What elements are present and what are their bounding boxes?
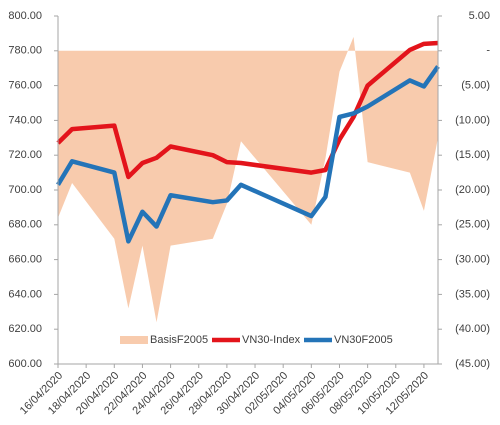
- y2-tick-label: (25.00): [455, 219, 490, 231]
- y-tick-label: 720.00: [8, 149, 42, 161]
- y2-tick-label: (15.00): [455, 149, 490, 161]
- y-tick-label: 740.00: [8, 114, 42, 126]
- y-tick-label: 760.00: [8, 80, 42, 92]
- area: [58, 36, 438, 323]
- legend-swatch: [120, 336, 148, 344]
- y2-tick-label: (30.00): [455, 254, 490, 266]
- y-tick-label: 660.00: [8, 254, 42, 266]
- y-tick-label: 800.00: [8, 10, 42, 22]
- line: [56, 65, 440, 244]
- line: [56, 40, 439, 180]
- legend-label: VN30-Index: [242, 334, 301, 346]
- y-tick-label: 700.00: [8, 184, 42, 196]
- legend-label: VN30F2005: [334, 334, 393, 346]
- y2-tick-label: 5.00: [469, 10, 490, 22]
- legend-label: BasisF2005: [150, 334, 208, 346]
- y2-tick-label: (45.00): [455, 358, 490, 370]
- y-tick-label: 620.00: [8, 323, 42, 335]
- y-tick-label: 780.00: [8, 45, 42, 57]
- y2-tick-label: (35.00): [455, 288, 490, 300]
- y2-tick-label: -: [486, 45, 490, 57]
- y-tick-label: 640.00: [8, 288, 42, 300]
- y2-tick-label: (5.00): [461, 80, 490, 92]
- y2-tick-label: (20.00): [455, 184, 490, 196]
- y2-tick-label: (10.00): [455, 114, 490, 126]
- y2-tick-label: (40.00): [455, 323, 490, 335]
- y-tick-label: 600.00: [8, 358, 42, 370]
- y-tick-label: 680.00: [8, 219, 42, 231]
